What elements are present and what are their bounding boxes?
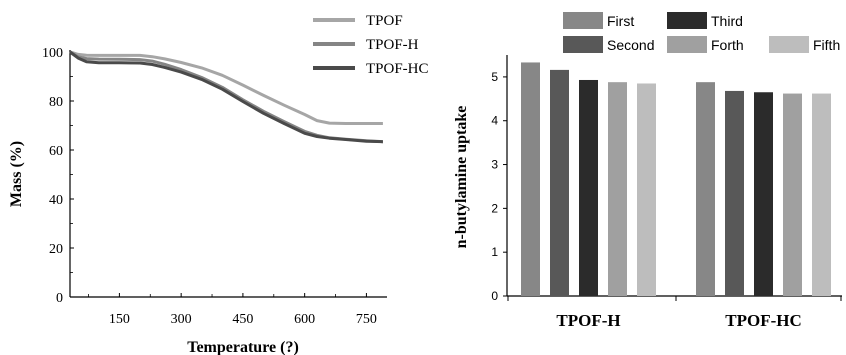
tga-series-line-tpof-h — [69, 50, 383, 144]
uptake-y-axis-label: n-butylamine uptake — [453, 106, 470, 249]
uptake-legend-swatch — [667, 36, 707, 53]
tga-legend-label: TPOF — [366, 13, 403, 29]
tga-tick-labels: 0 20 40 60 80 100 150 300 450 600 750 — [42, 46, 377, 327]
uptake-legend-label: Second — [607, 37, 654, 53]
uptake-category-label: TPOF-HC — [725, 311, 802, 330]
uptake-category-label: TPOF-H — [556, 311, 620, 330]
tga-y-tick-label: 20 — [49, 242, 63, 257]
uptake-legend-label: Third — [711, 13, 743, 29]
uptake-tick-labels: 0 1 2 3 4 5 TPOF-H TPOF-HC — [491, 70, 801, 330]
uptake-y-tick-label: 4 — [491, 114, 498, 128]
tga-x-tick-label: 750 — [356, 312, 377, 327]
tga-lines — [69, 50, 383, 144]
uptake-legend-label: First — [607, 13, 634, 29]
uptake-y-tick-label: 0 — [491, 289, 498, 303]
tga-axes — [69, 50, 387, 298]
tga-x-axis-label: Temperature (?) — [187, 339, 299, 355]
uptake-y-tick-label: 1 — [491, 245, 498, 259]
uptake-legend-swatch — [769, 36, 809, 53]
uptake-legend-swatch — [563, 12, 603, 29]
tga-y-axis-label: Mass (%) — [8, 141, 25, 207]
tga-y-tick-label: 0 — [56, 291, 63, 306]
uptake-y-tick-label: 2 — [491, 201, 498, 215]
uptake-bar-tpof-hc-second — [725, 90, 744, 296]
uptake-legend: First Second Third Forth Fifth — [563, 12, 840, 53]
tga-y-tick-label: 80 — [49, 95, 63, 110]
tga-series-line-tpof-hc — [69, 50, 383, 144]
uptake-bar-tpof-h-first — [521, 62, 540, 296]
uptake-bars — [521, 62, 831, 297]
uptake-bar-tpof-h-second — [550, 69, 569, 296]
tga-y-tick-label: 40 — [49, 193, 63, 208]
uptake-y-tick-label: 5 — [491, 70, 498, 84]
uptake-bar-tpof-hc-third — [754, 92, 773, 296]
uptake-legend-label: Fifth — [813, 37, 840, 53]
uptake-legend-swatch — [667, 12, 707, 29]
tga-legend-label: TPOF-HC — [366, 61, 429, 77]
tga-y-tick-label: 100 — [42, 46, 63, 61]
uptake-legend-label: Forth — [711, 37, 744, 53]
uptake-y-tick-label: 3 — [491, 158, 498, 172]
tga-legend: TPOF TPOF-H TPOF-HC — [313, 13, 429, 77]
tga-x-tick-label: 150 — [109, 312, 130, 327]
uptake-bar-tpof-hc-fifth — [812, 93, 831, 296]
uptake-bar-tpof-h-fifth — [637, 83, 656, 297]
uptake-bar-chart: 0 1 2 3 4 5 TPOF-H TPOF-HC First Second Third Fort… — [453, 12, 842, 330]
uptake-legend-swatch — [563, 36, 603, 53]
tga-y-tick-label: 60 — [49, 144, 63, 159]
tga-series-line-tpof — [69, 50, 383, 125]
uptake-bar-tpof-h-third — [579, 79, 598, 296]
uptake-bar-tpof-hc-first — [696, 82, 715, 297]
tga-legend-label: TPOF-H — [366, 37, 419, 53]
tga-x-tick-label: 300 — [171, 312, 192, 327]
uptake-bar-tpof-hc-forth — [783, 93, 802, 296]
tga-x-tick-label: 600 — [294, 312, 315, 327]
uptake-bar-tpof-h-forth — [608, 82, 627, 297]
tga-x-tick-label: 450 — [232, 312, 253, 327]
